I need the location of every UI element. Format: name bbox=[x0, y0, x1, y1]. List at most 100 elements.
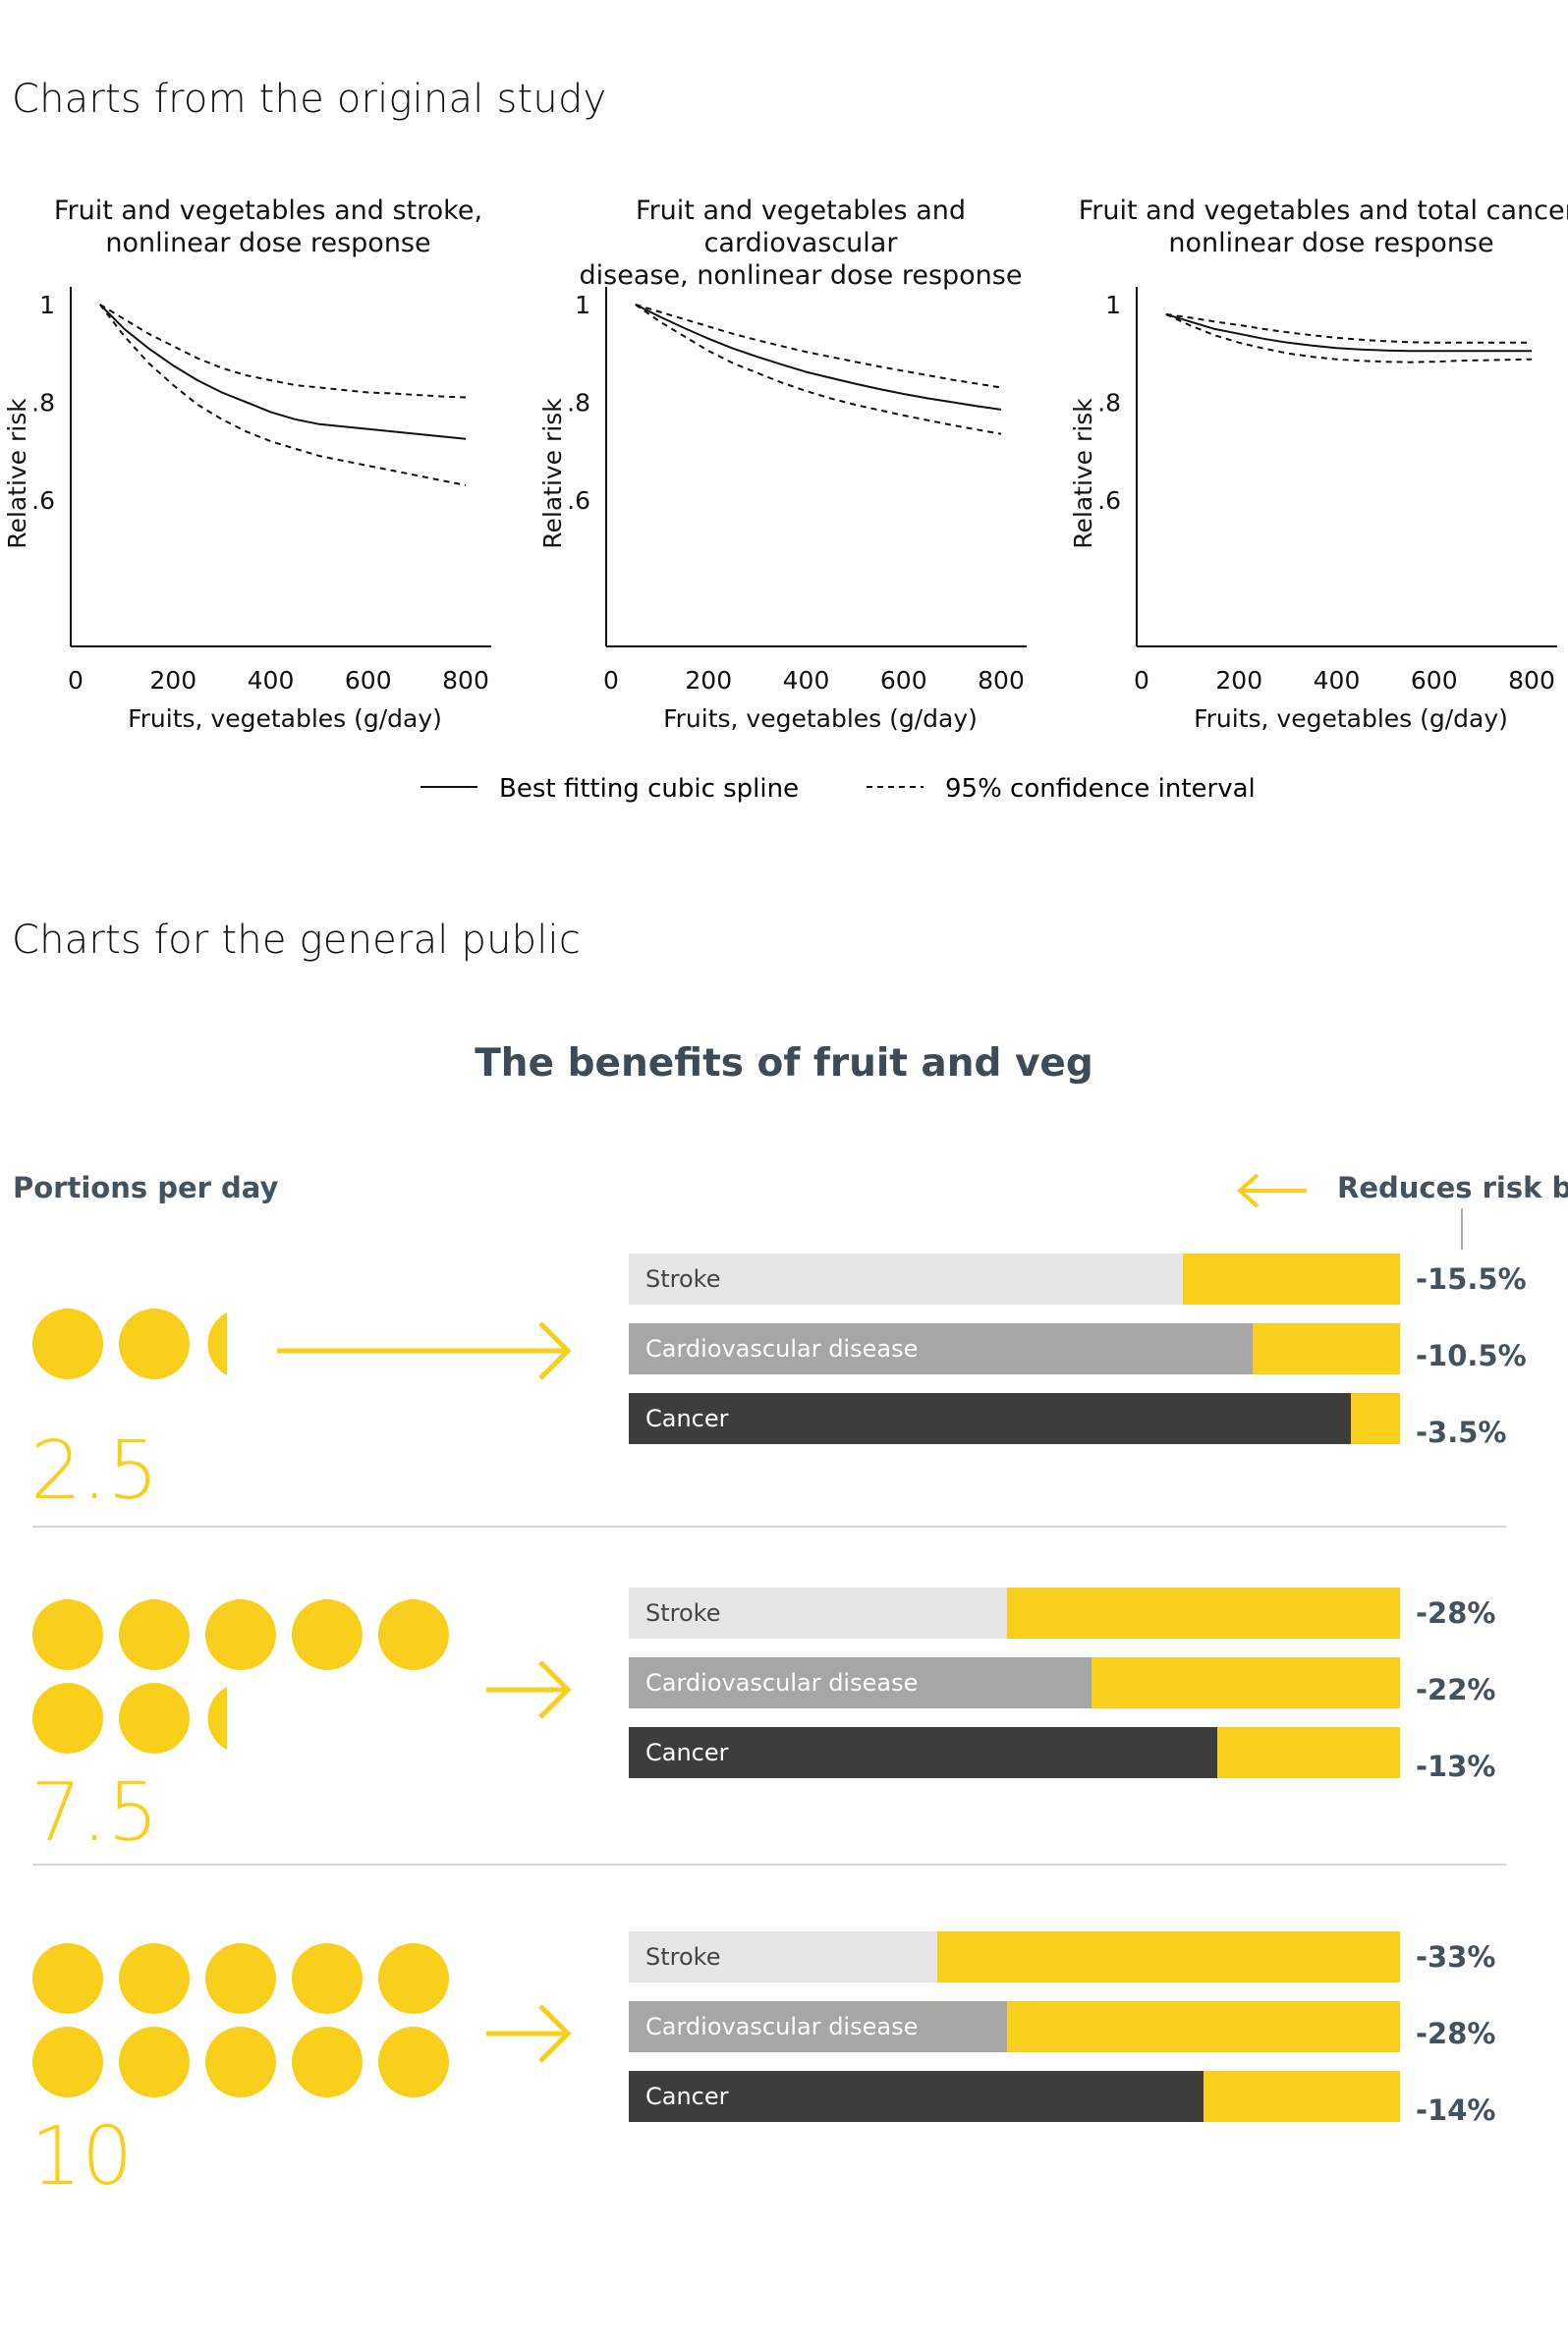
group-divider bbox=[32, 1864, 1506, 1866]
arrow-head bbox=[538, 1321, 572, 1380]
arrow-head bbox=[538, 2004, 572, 2063]
y-axis-label: Relative risk bbox=[538, 398, 567, 549]
reduces-risk-tick bbox=[1461, 1208, 1463, 1250]
section-heading-original: Charts from the original study bbox=[12, 77, 607, 122]
risk-bar-category-label: Cardiovascular disease bbox=[645, 1335, 919, 1363]
risk-reduction-value: -22% bbox=[1416, 1673, 1496, 1706]
infographic-title: The benefits of fruit and veg bbox=[475, 1041, 1093, 1086]
spline-line bbox=[635, 304, 1002, 411]
chart-title-cancer: Fruit and vegetables and total cancer, n… bbox=[1078, 195, 1568, 258]
risk-reduction-value: -10.5% bbox=[1416, 1339, 1527, 1372]
risk-reduction-value: -13% bbox=[1416, 1750, 1496, 1783]
portion-circle bbox=[119, 1309, 190, 1379]
risk-reduction-value: -28% bbox=[1416, 1596, 1496, 1630]
portion-circles bbox=[32, 1309, 227, 1379]
risk-bar-remaining bbox=[629, 1931, 937, 1982]
half-portion-circle bbox=[207, 1312, 227, 1375]
confidence-interval-line bbox=[1165, 312, 1532, 344]
portion-circle bbox=[205, 2027, 276, 2097]
risk-bar: Cancer bbox=[629, 1727, 1400, 1778]
left-arrow-icon bbox=[1236, 1173, 1307, 1208]
y-tick-label: 1 bbox=[575, 291, 590, 319]
reduces-risk-label: Reduces risk by bbox=[1337, 1171, 1568, 1204]
x-tick-label: 400 bbox=[1314, 666, 1361, 695]
risk-bar-remaining bbox=[629, 1588, 1007, 1639]
y-tick-label: .8 bbox=[567, 388, 590, 417]
y-axis-label: Relative risk bbox=[3, 398, 31, 549]
legend-dashed-label: 95% confidence interval bbox=[945, 774, 1256, 804]
x-tick-label: 0 bbox=[1134, 666, 1149, 695]
portion-circle bbox=[119, 1683, 190, 1754]
y-tick-label: .8 bbox=[31, 388, 55, 417]
risk-bar: Cardiovascular disease bbox=[629, 1323, 1400, 1374]
legend-solid-label: Best fitting cubic spline bbox=[499, 774, 799, 804]
x-tick-label: 800 bbox=[978, 666, 1025, 695]
portions-per-day-label: Portions per day bbox=[13, 1171, 279, 1204]
y-tick-label: 1 bbox=[1105, 291, 1121, 319]
y-tick-label: .6 bbox=[567, 486, 590, 515]
confidence-interval-line bbox=[99, 304, 467, 486]
risk-bar: Cancer bbox=[629, 1393, 1400, 1444]
x-axis-label: Fruits, vegetables (g/day) bbox=[663, 704, 978, 733]
half-portion-circle bbox=[207, 1687, 227, 1750]
x-tick-label: 600 bbox=[880, 666, 927, 695]
portion-circle bbox=[32, 1943, 103, 2014]
x-tick-label: 800 bbox=[1508, 666, 1555, 695]
right-arrow-icon bbox=[277, 1321, 572, 1380]
risk-bar: Cancer bbox=[629, 2071, 1400, 2122]
risk-bar-remaining bbox=[629, 1393, 1351, 1444]
portion-circle bbox=[32, 1599, 103, 1670]
x-tick-label: 200 bbox=[685, 666, 732, 695]
y-axis-label: Relative risk bbox=[1069, 398, 1097, 549]
risk-bar: Stroke bbox=[629, 1588, 1400, 1639]
portion-circle bbox=[32, 2027, 103, 2097]
risk-bar-remaining bbox=[629, 1254, 1183, 1305]
x-tick-label: 200 bbox=[149, 666, 196, 695]
risk-bar-remaining bbox=[629, 2071, 1204, 2122]
risk-reduction-value: -28% bbox=[1416, 2017, 1496, 2050]
risk-bar-remaining bbox=[629, 1657, 1092, 1708]
risk-bar: Stroke bbox=[629, 1931, 1400, 1982]
portion-circle bbox=[378, 1943, 449, 2014]
risk-bar-category-label: Cardiovascular disease bbox=[645, 1669, 919, 1697]
arrow-head bbox=[538, 1660, 572, 1719]
portion-circle bbox=[205, 1943, 276, 2014]
portion-circle bbox=[32, 1309, 103, 1379]
risk-reduction-value: -15.5% bbox=[1416, 1262, 1527, 1296]
portion-circle bbox=[205, 1599, 276, 1670]
x-axis-label: Fruits, vegetables (g/day) bbox=[128, 704, 442, 733]
spline-line bbox=[1165, 312, 1532, 353]
portion-circle bbox=[378, 2027, 449, 2097]
portions-number: 10 bbox=[30, 2110, 134, 2204]
confidence-interval-line bbox=[99, 304, 467, 399]
x-tick-label: 400 bbox=[248, 666, 295, 695]
spline-line bbox=[99, 304, 467, 440]
risk-reduction-value: -3.5% bbox=[1416, 1416, 1507, 1449]
portion-circle bbox=[292, 1943, 363, 2014]
group-divider bbox=[32, 1526, 1506, 1528]
chart-title-cardiovascular: Fruit and vegetables and cardiovascular … bbox=[579, 195, 1023, 291]
x-tick-label: 0 bbox=[68, 666, 84, 695]
chart-title-stroke: Fruit and vegetables and stroke, nonline… bbox=[53, 195, 483, 258]
risk-bar: Cardiovascular disease bbox=[629, 1657, 1400, 1708]
x-tick-label: 200 bbox=[1215, 666, 1262, 695]
right-arrow-icon bbox=[486, 2004, 572, 2063]
portion-circle bbox=[119, 2027, 190, 2097]
portions-number: 2.5 bbox=[30, 1424, 159, 1518]
risk-bar-category-label: Stroke bbox=[645, 1943, 721, 1971]
confidence-interval-line bbox=[635, 304, 1002, 389]
x-tick-label: 600 bbox=[1411, 666, 1458, 695]
portion-circles bbox=[32, 1599, 449, 1754]
risk-bar-category-label: Stroke bbox=[645, 1599, 721, 1627]
portions-number: 7.5 bbox=[30, 1766, 159, 1860]
risk-bar-remaining bbox=[629, 1727, 1217, 1778]
portion-circle bbox=[32, 1683, 103, 1754]
risk-reduction-value: -33% bbox=[1416, 1940, 1496, 1974]
x-axis-label: Fruits, vegetables (g/day) bbox=[1194, 704, 1508, 733]
portion-circles bbox=[32, 1943, 449, 2097]
section-heading-public: Charts for the general public bbox=[12, 918, 582, 963]
portion-circle bbox=[119, 1599, 190, 1670]
